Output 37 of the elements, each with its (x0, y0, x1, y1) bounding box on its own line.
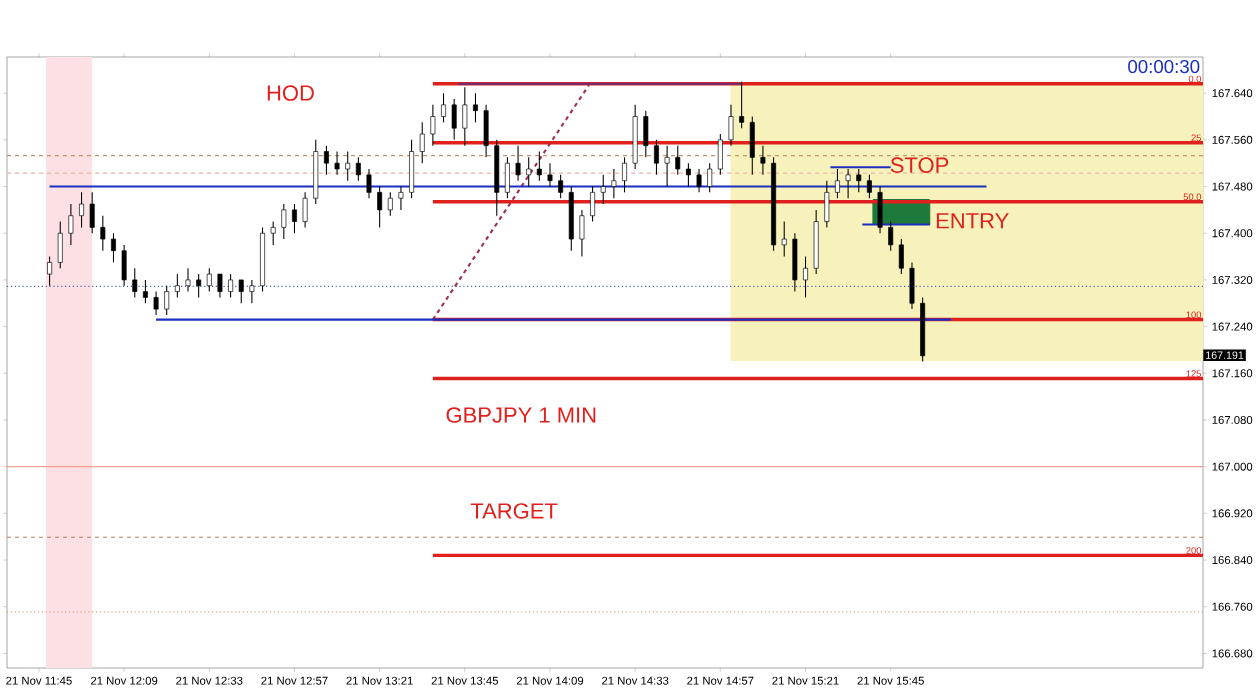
y-tick-label: 166.920 (1212, 509, 1253, 518)
x-tick-label: 21 Nov 12:57 (261, 676, 328, 685)
annotation: ENTRY (936, 213, 1009, 229)
y-tick-label: 167.560 (1212, 135, 1253, 144)
series-label: 0.0 (1188, 75, 1202, 83)
x-tick-label: 21 Nov 15:21 (772, 676, 839, 685)
x-tick-label: 21 Nov 14:57 (687, 676, 754, 685)
series-label: 25 (1191, 134, 1201, 142)
y-tick-label: 167.240 (1212, 322, 1253, 331)
y-tick-label: 166.760 (1212, 602, 1253, 611)
y-tick-label: 166.680 (1212, 649, 1253, 658)
y-tick-label: 167.080 (1212, 415, 1253, 424)
x-tick-label: 21 Nov 14:09 (516, 676, 584, 685)
series-label: 50.0 (1183, 193, 1202, 201)
text: 167.191 (1206, 351, 1244, 359)
y-tick-label: 167.640 (1212, 89, 1253, 98)
x-tick-label: 21 Nov 15:45 (857, 676, 924, 685)
x-tick-label: 21 Nov 12:09 (90, 676, 158, 685)
y-tick-label: 167.000 (1212, 462, 1253, 471)
x-tick-label: 21 Nov 13:21 (346, 676, 413, 685)
annotation: 00:00:30 (1128, 59, 1200, 74)
series-label: 200 (1186, 547, 1202, 554)
annotation: STOP (890, 157, 949, 173)
x-tick-label: 21 Nov 11:45 (6, 676, 72, 685)
series-label: 100 (1186, 311, 1202, 318)
y-tick-label: 167.400 (1212, 229, 1253, 238)
y-tick-label: 166.840 (1212, 556, 1253, 565)
y-tick-label: 167.160 (1212, 369, 1253, 378)
x-tick-label: 21 Nov 14:33 (602, 676, 669, 685)
y-tick-label: 167.480 (1212, 182, 1253, 191)
text: GBPJPY 1 MIN (446, 407, 596, 423)
annotation: TARGET (470, 503, 558, 519)
y-tick-label: 167.320 (1212, 275, 1253, 284)
x-tick-label: 21 Nov 13:45 (431, 676, 499, 685)
x-tick-label: 21 Nov 12:33 (176, 676, 243, 685)
annotation: HOD (267, 85, 314, 101)
series-label: 125 (1186, 370, 1201, 377)
